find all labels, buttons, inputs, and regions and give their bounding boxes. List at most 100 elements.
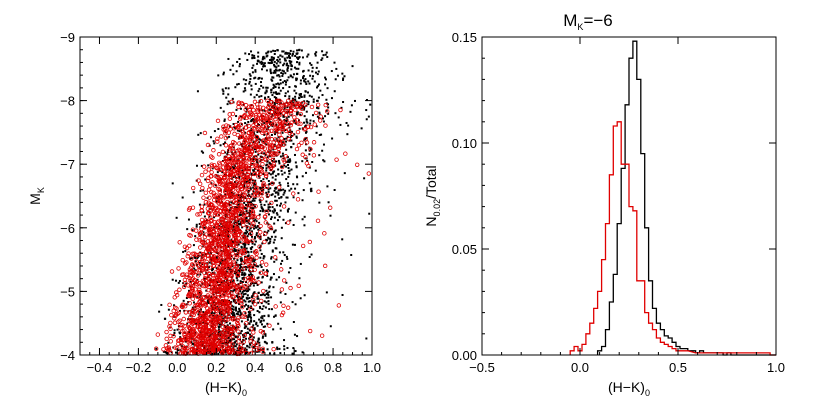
scatter-point-black — [260, 95, 263, 98]
scatter-point-black — [278, 83, 281, 86]
scatter-point-black — [325, 51, 328, 54]
scatter-point-red — [237, 141, 242, 146]
scatter-point-red — [227, 112, 232, 117]
scatter-point-red — [252, 301, 258, 307]
scatter-point-red — [254, 255, 259, 260]
scatter-point-black — [196, 278, 199, 281]
scatter-point-black — [243, 335, 246, 338]
scatter-point-black — [275, 160, 278, 163]
scatter-point-black — [237, 313, 240, 316]
scatter-point-black — [249, 210, 252, 213]
scatter-point-red — [213, 344, 218, 350]
scatter-point-red — [256, 215, 261, 220]
scatter-point-black — [317, 107, 320, 110]
scatter-point-black — [303, 95, 306, 98]
scatter-point-red — [249, 214, 254, 219]
scatter-point-black — [258, 227, 261, 230]
scatter-point-black — [268, 155, 271, 158]
scatter-point-red — [188, 333, 193, 339]
scatter-point-black — [333, 61, 336, 64]
scatter-point-black — [322, 143, 325, 146]
scatter-point-red — [195, 273, 201, 278]
scatter-point-black — [265, 69, 268, 72]
scatter-point-black — [251, 199, 254, 202]
scatter-point-black — [236, 271, 239, 274]
scatter-x-axis-label: (H−K)0 — [205, 379, 247, 398]
scatter-point-red — [211, 190, 216, 196]
scatter-point-black — [291, 301, 294, 304]
scatter-point-black — [296, 61, 299, 64]
scatter-point-black — [316, 73, 319, 76]
scatter-point-black — [241, 273, 244, 276]
scatter-point-black — [229, 281, 232, 284]
scatter-point-black — [312, 100, 315, 103]
scatter-point-black — [222, 224, 225, 227]
scatter-point-black — [246, 255, 249, 258]
scatter-point-red — [214, 165, 219, 171]
scatter-point-red — [273, 125, 278, 131]
scatter-point-red — [234, 285, 239, 290]
scatter-point-red — [207, 195, 212, 200]
scatter-point-black — [250, 248, 253, 251]
scatter-point-black — [307, 53, 310, 56]
scatter-point-black — [242, 273, 245, 276]
scatter-point-red — [173, 312, 179, 317]
scatter-point-black — [202, 311, 205, 314]
scatter-point-red — [213, 183, 218, 189]
scatter-point-black — [234, 261, 237, 264]
scatter-point-black — [238, 65, 241, 68]
scatter-point-red — [248, 134, 254, 140]
scatter-point-red — [221, 181, 227, 187]
scatter-x-tick-label: 1.0 — [363, 360, 381, 375]
scatter-point-black — [288, 86, 291, 89]
scatter-point-red — [225, 175, 230, 180]
scatter-point-black — [292, 196, 295, 199]
scatter-point-black — [265, 209, 268, 212]
scatter-point-red — [190, 185, 196, 191]
scatter-point-black — [242, 342, 245, 345]
scatter-point-black — [276, 213, 279, 216]
scatter-point-black — [240, 269, 243, 272]
scatter-point-black — [251, 211, 254, 214]
scatter-point-red — [254, 144, 260, 149]
scatter-point-red — [238, 298, 244, 304]
scatter-point-black — [224, 316, 227, 319]
scatter-point-black — [267, 242, 270, 245]
scatter-point-black — [266, 128, 269, 131]
scatter-point-red — [195, 317, 201, 322]
scatter-point-red — [273, 304, 278, 309]
scatter-point-black — [202, 151, 205, 154]
scatter-point-black — [241, 271, 244, 274]
scatter-point-red — [211, 148, 216, 153]
scatter-point-red — [204, 310, 209, 316]
scatter-point-black — [255, 220, 258, 223]
scatter-point-black — [312, 120, 315, 123]
scatter-point-black — [183, 331, 186, 334]
scatter-point-black — [235, 309, 238, 312]
scatter-point-red — [214, 193, 219, 198]
scatter-point-black — [260, 206, 263, 209]
scatter-point-black — [198, 310, 201, 313]
scatter-point-black — [270, 194, 273, 197]
scatter-point-black — [317, 96, 320, 99]
scatter-point-black — [237, 82, 240, 85]
scatter-point-black — [293, 89, 296, 92]
scatter-point-black — [207, 266, 210, 269]
scatter-point-black — [301, 56, 304, 59]
scatter-point-black — [238, 347, 241, 350]
scatter-point-red — [231, 242, 236, 248]
scatter-point-black — [243, 87, 246, 90]
scatter-point-black — [272, 58, 275, 61]
scatter-point-red — [285, 98, 291, 104]
scatter-point-red — [213, 270, 218, 275]
scatter-point-black — [183, 309, 186, 312]
scatter-point-black — [363, 177, 366, 180]
scatter-point-red — [200, 326, 206, 332]
scatter-point-black — [258, 199, 261, 202]
histogram-y-axis-label: N0.02/Total — [423, 165, 442, 226]
scatter-point-black — [248, 315, 251, 318]
scatter-point-red — [217, 195, 222, 200]
scatter-point-black — [290, 68, 293, 71]
scatter-point-black — [238, 295, 241, 298]
scatter-point-black — [261, 335, 264, 338]
